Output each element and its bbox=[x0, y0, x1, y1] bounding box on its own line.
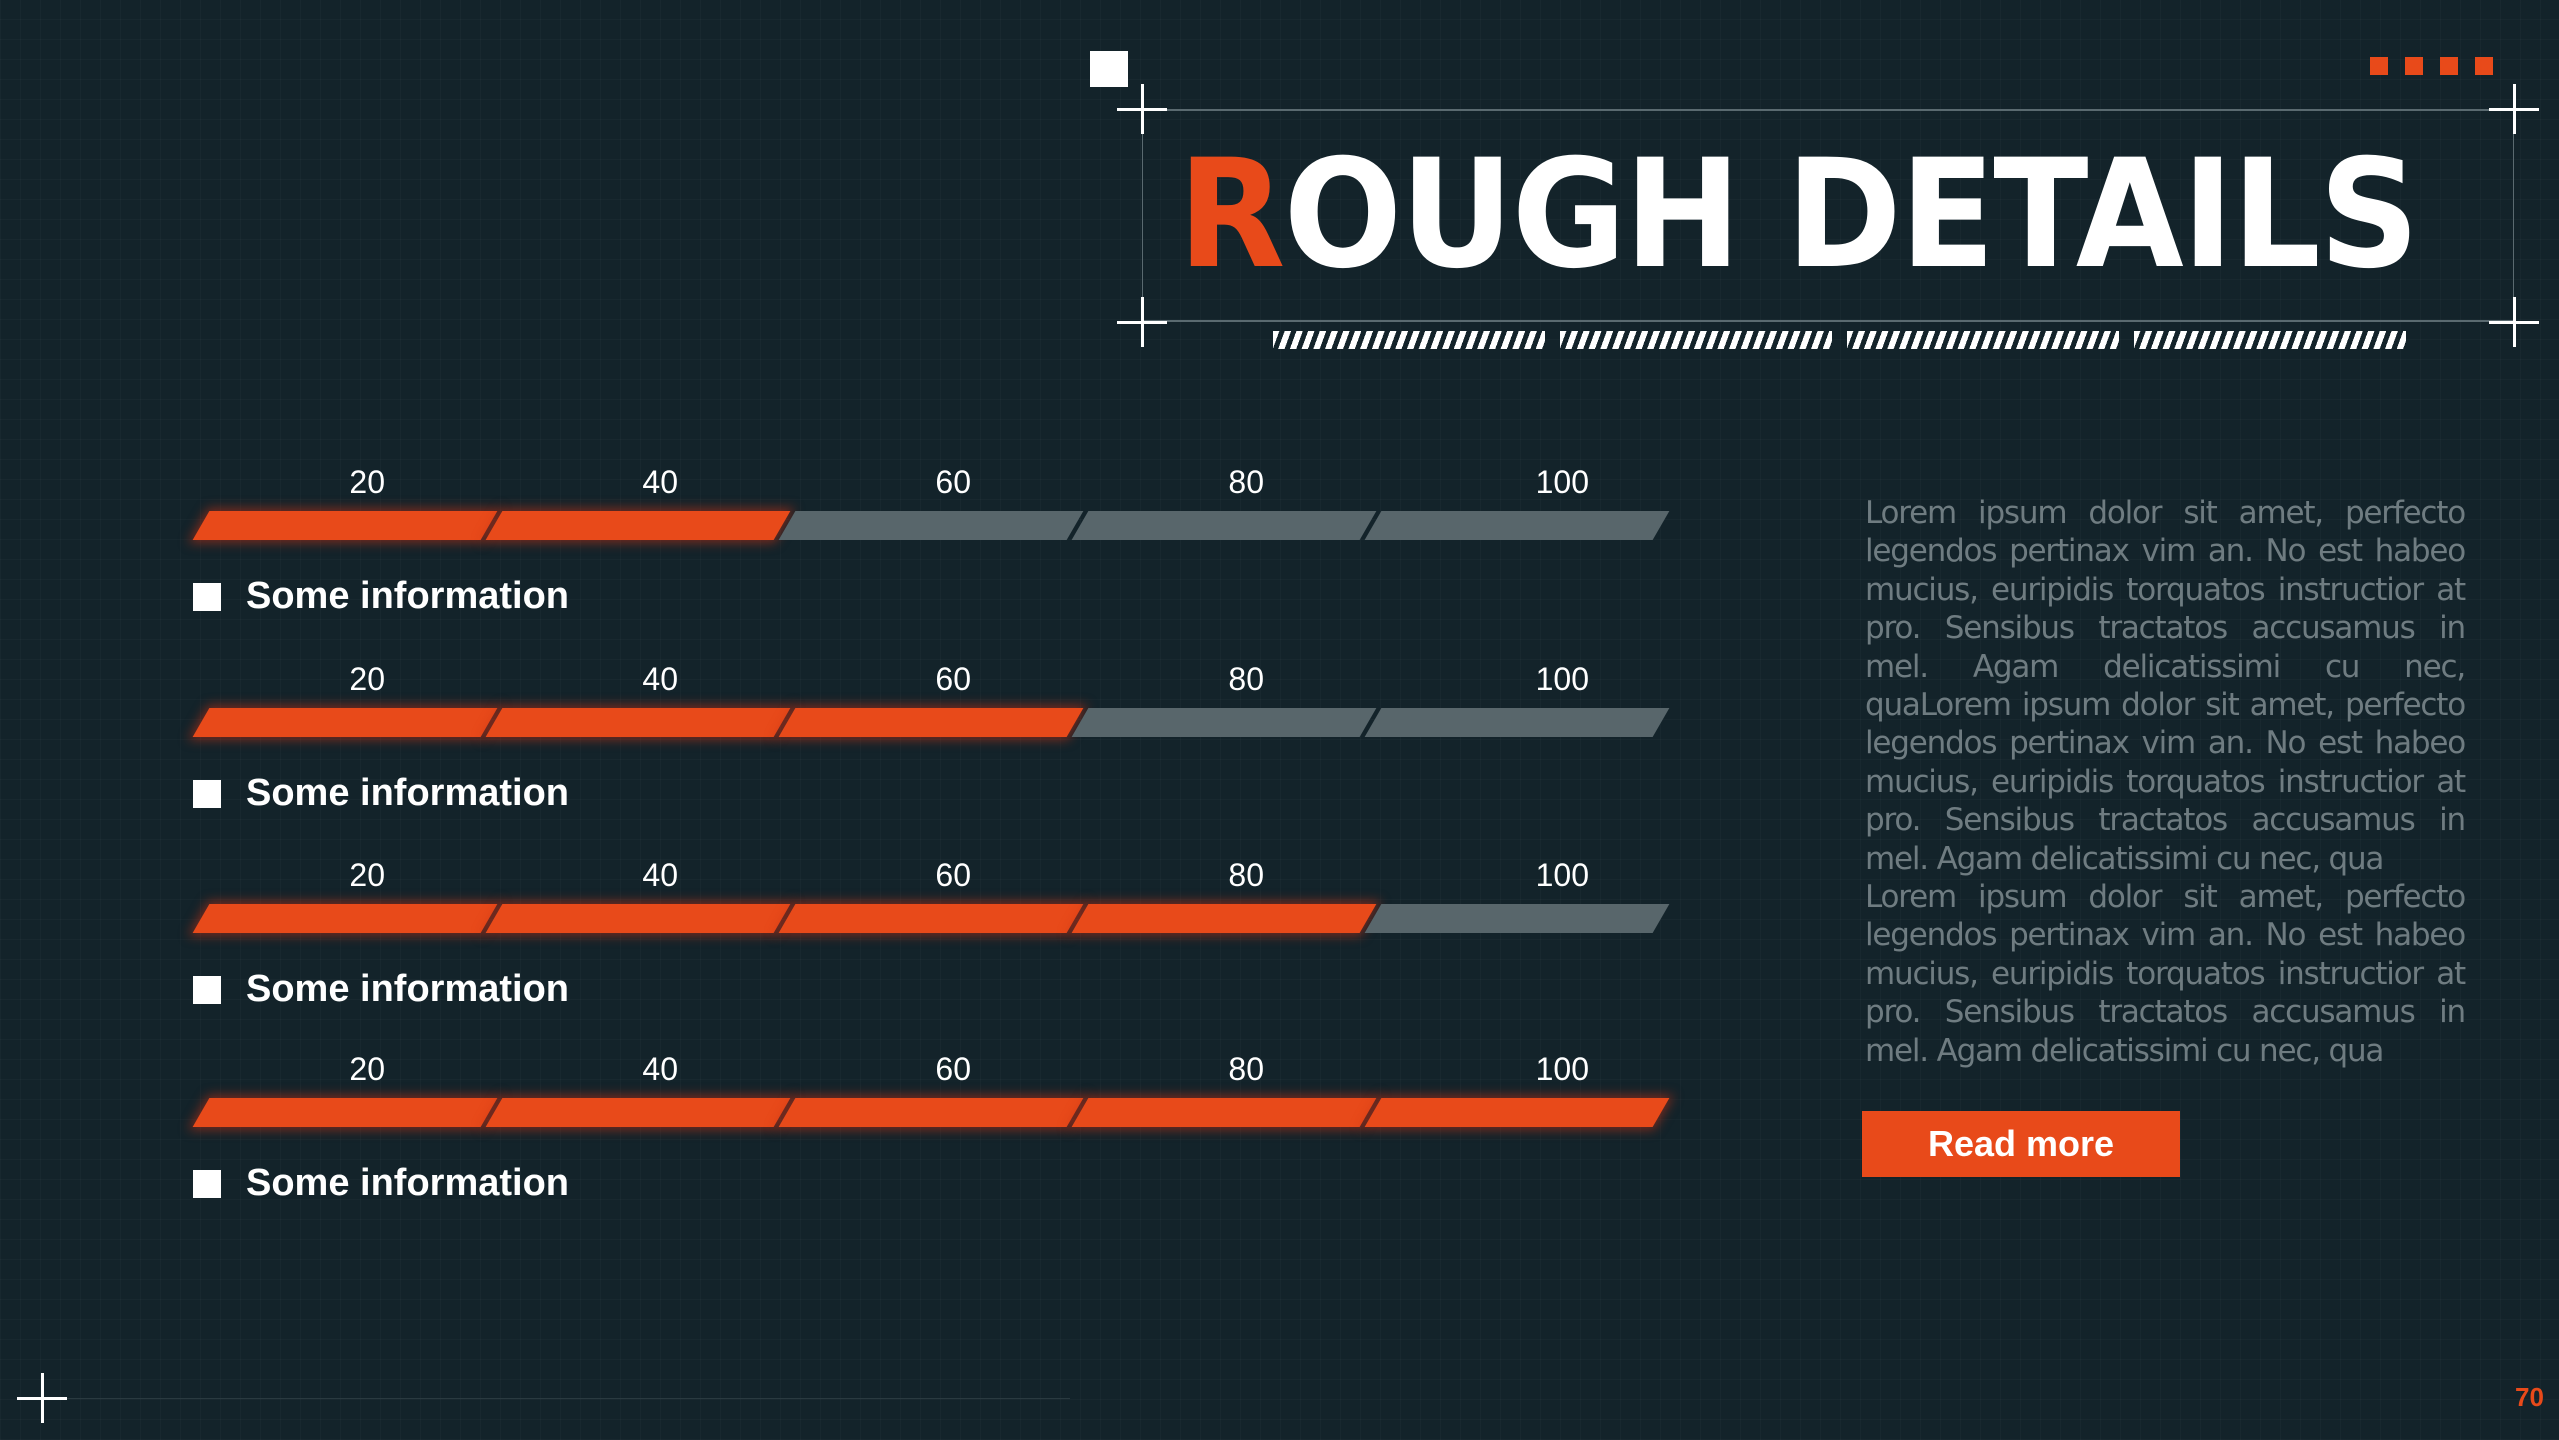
title-first-letter: R bbox=[1178, 128, 1285, 302]
paragraph: Lorem ipsum dolor sit amet, perfecto leg… bbox=[1865, 879, 2466, 1069]
progress-segment-filled bbox=[485, 708, 791, 737]
progress-segment-filled bbox=[1071, 1098, 1377, 1127]
title-frame-right bbox=[2513, 109, 2514, 321]
square-bullet-icon bbox=[193, 779, 221, 808]
square-bullet-icon bbox=[193, 582, 221, 611]
orange-square-decoration bbox=[2475, 57, 2493, 75]
paragraph: Lorem ipsum dolor sit amet, perfecto leg… bbox=[1865, 495, 2466, 877]
progress-segment-empty bbox=[1364, 511, 1670, 540]
orange-square-decoration bbox=[2405, 57, 2423, 75]
tick-label: 40 bbox=[642, 1051, 678, 1087]
title-rest: OUGH DETAILS bbox=[1283, 128, 2420, 302]
bar-legend: Some information bbox=[193, 1162, 569, 1205]
progress-segment-filled bbox=[485, 1098, 791, 1127]
progress-segment-filled bbox=[192, 1098, 498, 1127]
tick-label: 40 bbox=[642, 857, 678, 893]
tick-label: 100 bbox=[1535, 661, 1589, 697]
page-number: 70 bbox=[2515, 1382, 2544, 1412]
progress-segment-filled bbox=[1071, 904, 1377, 933]
bar-label: Some information bbox=[246, 575, 570, 617]
tick-label: 60 bbox=[935, 857, 971, 893]
stripe-decoration bbox=[1273, 331, 1545, 349]
progress-segment-empty bbox=[1364, 708, 1670, 737]
bottom-divider bbox=[67, 1398, 1070, 1399]
bar-label: Some information bbox=[246, 1162, 570, 1204]
progress-segment-filled bbox=[192, 904, 498, 933]
progress-segment-filled bbox=[778, 1098, 1084, 1127]
stripe-decoration bbox=[1560, 331, 1832, 349]
progress-segment-filled bbox=[485, 511, 791, 540]
progress-segment-empty bbox=[1071, 511, 1377, 540]
title-frame-top bbox=[1142, 109, 2513, 111]
bar-label: Some information bbox=[246, 772, 570, 814]
tick-label: 40 bbox=[642, 464, 678, 500]
square-bullet-icon bbox=[193, 1169, 221, 1198]
tick-label: 100 bbox=[1535, 464, 1589, 500]
bar-legend: Some information bbox=[193, 575, 569, 618]
bar-legend: Some information bbox=[193, 968, 569, 1011]
crosshair-icon bbox=[1117, 297, 1167, 347]
tick-label: 20 bbox=[349, 1051, 385, 1087]
crosshair-icon bbox=[17, 1373, 67, 1423]
progress-bar-row: 20 40 60 80 100 Some information bbox=[192, 1048, 1670, 1208]
progress-segment-filled bbox=[1364, 1098, 1670, 1127]
tick-label: 60 bbox=[935, 464, 971, 500]
tick-label: 80 bbox=[1228, 857, 1264, 893]
tick-label: 20 bbox=[349, 464, 385, 500]
stripe-decoration bbox=[2134, 331, 2406, 349]
tick-label: 20 bbox=[349, 857, 385, 893]
progress-segment-empty bbox=[1364, 904, 1670, 933]
title-frame-bottom bbox=[1142, 320, 2513, 322]
progress-segment-filled bbox=[192, 511, 498, 540]
stripe-decoration bbox=[1847, 331, 2119, 349]
tick-label: 80 bbox=[1228, 464, 1264, 500]
progress-segment-filled bbox=[778, 708, 1084, 737]
white-square-decoration bbox=[1090, 51, 1128, 87]
progress-segment-filled bbox=[192, 708, 498, 737]
tick-label: 20 bbox=[349, 661, 385, 697]
progress-segment-empty bbox=[1071, 708, 1377, 737]
crosshair-icon bbox=[1117, 84, 1167, 134]
progress-segment-filled bbox=[485, 904, 791, 933]
tick-label: 60 bbox=[935, 1051, 971, 1087]
progress-bar-row: 20 40 60 80 100 Some information bbox=[192, 854, 1670, 1014]
read-more-button[interactable]: Read more bbox=[1862, 1111, 2180, 1177]
progress-bar-row: 20 40 60 80 100 Some information bbox=[192, 461, 1670, 621]
progress-bar-row: 20 40 60 80 100 Some information bbox=[192, 658, 1670, 818]
page-title: ROUGH DETAILS bbox=[1178, 140, 2419, 290]
crosshair-icon bbox=[2489, 84, 2539, 134]
progress-segment-empty bbox=[778, 511, 1084, 540]
tick-label: 60 bbox=[935, 661, 971, 697]
description-text: Lorem ipsum dolor sit amet, perfecto leg… bbox=[1865, 494, 2466, 1070]
tick-label: 40 bbox=[642, 661, 678, 697]
orange-square-decoration bbox=[2440, 57, 2458, 75]
title-frame-left bbox=[1142, 109, 1143, 321]
orange-square-decoration bbox=[2370, 57, 2388, 75]
tick-label: 80 bbox=[1228, 1051, 1264, 1087]
tick-label: 100 bbox=[1535, 857, 1589, 893]
bar-legend: Some information bbox=[193, 772, 569, 815]
progress-segment-filled bbox=[778, 904, 1084, 933]
tick-label: 100 bbox=[1535, 1051, 1589, 1087]
crosshair-icon bbox=[2489, 297, 2539, 347]
tick-label: 80 bbox=[1228, 661, 1264, 697]
square-bullet-icon bbox=[193, 975, 221, 1004]
bar-label: Some information bbox=[246, 968, 570, 1010]
